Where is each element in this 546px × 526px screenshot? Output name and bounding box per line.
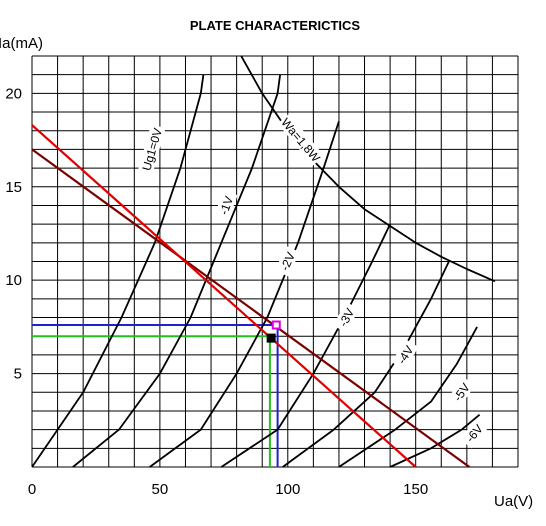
curve-label-background [214, 190, 238, 221]
guide-line [32, 324, 279, 467]
curve--5v [338, 326, 478, 468]
curve-label-background [275, 245, 300, 277]
y-tick-label: 5 [14, 366, 22, 383]
curve-label-background [447, 376, 476, 408]
curve-label-text: -1V [217, 194, 237, 216]
curve--6v [389, 414, 481, 468]
x-tick-label: 100 [275, 481, 300, 498]
curve-label: -6V [459, 417, 489, 449]
curve-ug1-0v [31, 74, 205, 468]
tick-labels: 0 50 100 150 5 10 15 20 [5, 85, 428, 498]
load-line [31, 148, 471, 468]
curve--1v [72, 74, 281, 468]
y-tick-label: 20 [5, 85, 22, 102]
guide-lines [32, 324, 279, 467]
curve-label-background [391, 339, 419, 371]
curve--3v [220, 223, 391, 468]
curve-label-background [137, 124, 166, 175]
y-tick-label: 10 [5, 272, 22, 289]
plate-curves [31, 55, 496, 468]
curve-label: -2V [275, 245, 300, 277]
curve-label: Wa=1,8W [277, 113, 325, 166]
x-tick-label: 0 [28, 481, 36, 498]
curve--4v [282, 261, 450, 468]
load-line [31, 124, 417, 468]
curve-label: -1V [214, 190, 238, 221]
curve--2v [149, 121, 340, 468]
chart-title: PLATE CHARACTERICTICS [190, 18, 361, 33]
curve-label-background [459, 417, 489, 449]
y-tick-label: 15 [5, 179, 22, 196]
x-tick-label: 150 [403, 481, 428, 498]
curve-label-text: -2V [278, 250, 298, 273]
load-lines [31, 124, 471, 468]
guide-line [32, 335, 271, 467]
x-axis-label: Ua(V) [494, 493, 533, 510]
y-axis-label: Ia(mA) [0, 35, 43, 52]
curve-label-background [333, 301, 360, 333]
curve-wa-1-8w [240, 55, 496, 283]
x-tick-label: 50 [152, 481, 169, 498]
operating-points [266, 320, 281, 343]
operating-point-marker [271, 320, 281, 330]
curve-label-text: Wa=1,8W [278, 115, 323, 165]
operating-point-marker [266, 333, 276, 343]
curve-label-background [277, 113, 325, 166]
grid [31, 55, 519, 468]
